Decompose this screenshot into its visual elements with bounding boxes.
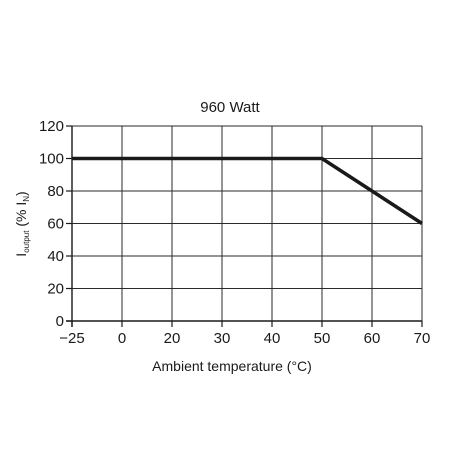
grid — [72, 125, 423, 321]
y-tick-label: 20 — [47, 281, 64, 298]
x-tick-label: −25 — [59, 330, 84, 347]
y-axis-title: Ioutput (% IN) — [13, 191, 31, 256]
y-tick-label: 40 — [47, 248, 64, 265]
y-tick-label: 60 — [47, 216, 64, 233]
y-axis-title-paren-open: (% I — [13, 202, 29, 231]
y-tick-label: 100 — [39, 151, 64, 168]
y-axis-title-paren-close: ) — [13, 191, 29, 196]
chart-title: 960 Watt — [200, 99, 260, 116]
x-tick-label: 50 — [314, 330, 331, 347]
x-axis-title: Ambient temperature (°C) — [152, 358, 312, 374]
x-tick-label: 60 — [364, 330, 381, 347]
x-tick-label: 40 — [264, 330, 281, 347]
x-tick-label: 30 — [214, 330, 231, 347]
y-tick-label: 80 — [47, 183, 64, 200]
y-axis-title-paren-sub: N — [22, 196, 31, 202]
x-tick-label: 70 — [414, 330, 431, 347]
axes — [66, 125, 423, 327]
y-axis-title-sub: output — [22, 230, 31, 253]
series — [72, 156, 423, 226]
x-tick-label: 20 — [164, 330, 181, 347]
y-tick-label: 120 — [39, 118, 64, 135]
y-axis-title-main: I — [13, 253, 29, 257]
y-tick-label: 0 — [56, 313, 64, 330]
x-tick-label: 0 — [118, 330, 126, 347]
derating-curve — [72, 156, 423, 226]
